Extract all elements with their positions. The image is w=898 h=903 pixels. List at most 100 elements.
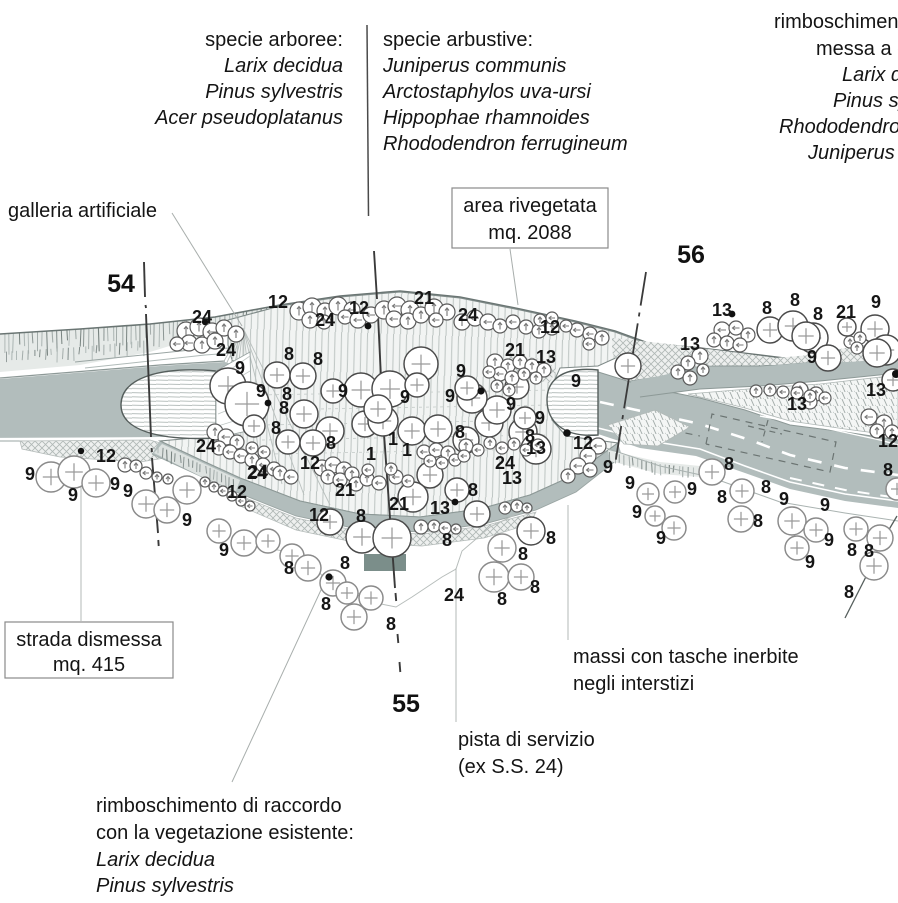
svg-text:9: 9	[456, 361, 466, 381]
svg-text:1: 1	[388, 429, 398, 449]
svg-text:Arctostaphylos uva-ursi: Arctostaphylos uva-ursi	[382, 81, 591, 103]
svg-text:12: 12	[349, 298, 369, 318]
svg-text:12: 12	[309, 505, 329, 525]
svg-text:9: 9	[535, 408, 545, 428]
svg-text:(ex S.S. 24): (ex S.S. 24)	[458, 756, 564, 778]
svg-text:9: 9	[506, 394, 516, 414]
svg-text:9: 9	[68, 485, 78, 505]
svg-text:9: 9	[687, 479, 697, 499]
svg-text:9: 9	[807, 347, 817, 367]
svg-text:9: 9	[219, 540, 229, 560]
svg-text:8: 8	[761, 477, 771, 497]
svg-text:8: 8	[753, 511, 763, 531]
svg-text:strada dismessa: strada dismessa	[16, 629, 162, 651]
svg-text:9: 9	[871, 292, 881, 312]
svg-text:con la vegetazione esistente:: con la vegetazione esistente:	[96, 822, 354, 844]
svg-text:8: 8	[762, 298, 772, 318]
svg-text:Rhododendron ferrugineum: Rhododendron ferrugineum	[383, 133, 628, 155]
svg-text:Pinus sylvestris: Pinus sylvestris	[833, 90, 898, 112]
svg-text:9: 9	[110, 474, 120, 494]
svg-text:54: 54	[107, 270, 135, 298]
svg-text:rimboschimento di raccordo: rimboschimento di raccordo	[96, 795, 342, 817]
svg-text:24: 24	[444, 585, 464, 605]
svg-text:8: 8	[279, 398, 289, 418]
svg-text:9: 9	[25, 464, 35, 484]
svg-text:8: 8	[356, 506, 366, 526]
svg-text:13: 13	[787, 394, 807, 414]
svg-text:mq. 2088: mq. 2088	[488, 222, 571, 244]
svg-text:13: 13	[712, 300, 732, 320]
svg-text:8: 8	[468, 480, 478, 500]
svg-text:13: 13	[430, 498, 450, 518]
svg-text:12: 12	[878, 431, 898, 451]
svg-text:mq. 415: mq. 415	[53, 654, 125, 676]
svg-text:1: 1	[402, 440, 412, 460]
svg-text:rimboschimento e: rimboschimento e	[774, 11, 898, 33]
svg-text:9: 9	[445, 386, 455, 406]
svg-text:Hippophae rhamnoides: Hippophae rhamnoides	[383, 107, 590, 129]
svg-text:21: 21	[414, 288, 434, 308]
svg-text:8: 8	[442, 530, 452, 550]
svg-text:8: 8	[724, 454, 734, 474]
svg-text:massi con tasche inerbite: massi con tasche inerbite	[573, 646, 799, 668]
svg-text:Pinus sylvestris: Pinus sylvestris	[96, 875, 234, 897]
svg-text:8: 8	[864, 541, 874, 561]
svg-text:9: 9	[256, 381, 266, 401]
svg-text:8: 8	[790, 290, 800, 310]
svg-text:8: 8	[497, 589, 507, 609]
svg-text:specie arbustive:: specie arbustive:	[383, 29, 533, 51]
svg-text:Larix decidua: Larix decidua	[224, 55, 343, 77]
svg-text:8: 8	[386, 614, 396, 634]
svg-text:specie arboree:: specie arboree:	[205, 29, 343, 51]
svg-text:12: 12	[96, 446, 116, 466]
svg-text:12: 12	[573, 433, 593, 453]
svg-text:21: 21	[335, 480, 355, 500]
svg-text:9: 9	[625, 473, 635, 493]
svg-text:13: 13	[536, 347, 556, 367]
svg-text:9: 9	[656, 528, 666, 548]
svg-text:area rivegetata: area rivegetata	[463, 195, 597, 217]
svg-text:8: 8	[340, 553, 350, 573]
svg-text:24: 24	[196, 436, 216, 456]
svg-text:Acer pseudoplatanus: Acer pseudoplatanus	[154, 107, 343, 129]
svg-text:9: 9	[123, 481, 133, 501]
svg-text:8: 8	[271, 418, 281, 438]
svg-text:9: 9	[182, 510, 192, 530]
svg-text:galleria artificiale: galleria artificiale	[8, 200, 157, 222]
svg-text:24: 24	[247, 463, 267, 483]
svg-text:9: 9	[571, 371, 581, 391]
svg-text:13: 13	[502, 468, 522, 488]
svg-text:24: 24	[315, 310, 335, 330]
svg-text:8: 8	[717, 487, 727, 507]
svg-text:8: 8	[530, 577, 540, 597]
svg-text:8: 8	[313, 349, 323, 369]
svg-text:Juniperus communis: Juniperus communis	[382, 55, 566, 77]
svg-text:12: 12	[268, 292, 288, 312]
svg-text:8: 8	[546, 528, 556, 548]
svg-text:Larix decidua: Larix decidua	[96, 849, 215, 871]
svg-text:21: 21	[389, 494, 409, 514]
svg-text:8: 8	[326, 433, 336, 453]
svg-text:13: 13	[526, 438, 546, 458]
svg-text:13: 13	[866, 380, 886, 400]
svg-text:12: 12	[227, 482, 247, 502]
svg-text:Rhododendron ferrugineum: Rhododendron ferrugineum	[779, 116, 898, 138]
svg-text:8: 8	[847, 540, 857, 560]
svg-text:8: 8	[321, 594, 331, 614]
svg-text:Pinus sylvestris: Pinus sylvestris	[205, 81, 343, 103]
svg-text:24: 24	[458, 305, 478, 325]
svg-text:1: 1	[366, 444, 376, 464]
svg-text:pista di servizio: pista di servizio	[458, 729, 595, 751]
svg-text:Larix decidua: Larix decidua	[842, 64, 898, 86]
svg-text:8: 8	[455, 422, 465, 442]
svg-text:9: 9	[632, 502, 642, 522]
svg-text:9: 9	[805, 552, 815, 572]
svg-text:9: 9	[824, 530, 834, 550]
svg-text:9: 9	[603, 457, 613, 477]
svg-text:8: 8	[284, 344, 294, 364]
svg-text:9: 9	[235, 358, 245, 378]
svg-text:9: 9	[779, 489, 789, 509]
svg-text:negli interstizi: negli interstizi	[573, 673, 694, 695]
svg-text:21: 21	[505, 340, 525, 360]
svg-text:messa a dimora di:: messa a dimora di:	[816, 38, 898, 60]
